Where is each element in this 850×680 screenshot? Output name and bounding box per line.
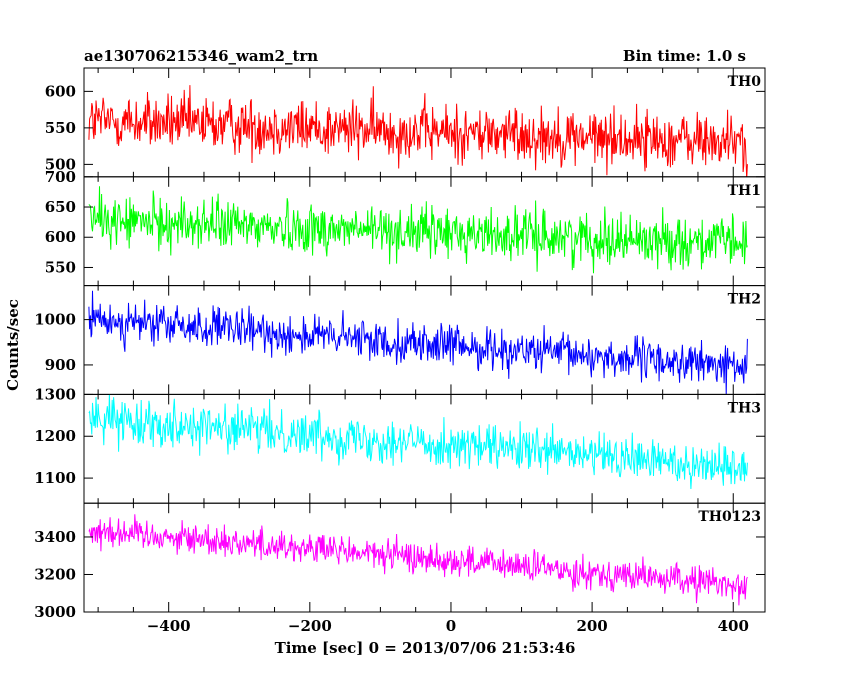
series-line-th2 <box>88 290 748 395</box>
series-line-th3 <box>88 394 748 490</box>
chart-title: ae130706215346_wam2_trn <box>84 47 318 65</box>
y-tick-label: 1000 <box>34 311 76 329</box>
x-tick-label: 0 <box>446 617 456 635</box>
x-axis-label: Time [sec] 0 = 2013/07/06 21:53:46 <box>275 639 576 657</box>
panel-frame <box>83 67 766 178</box>
series-label-th2: TH2 <box>728 292 761 308</box>
y-tick-label: 1300 <box>34 385 76 403</box>
y-tick-label: 650 <box>45 198 76 216</box>
panel-th1: 550 600 650 700 TH1 <box>45 168 766 287</box>
y-tick-label: 600 <box>45 228 76 246</box>
y-tick-label: 600 <box>45 82 76 100</box>
panels: 500 550 600 TH0 550 600 650 700 TH1 900 1000 TH2 110… <box>34 67 766 621</box>
series-line-th0 <box>88 85 748 177</box>
y-axis-label: Counts/sec <box>4 299 22 391</box>
y-tick-label: 3200 <box>34 565 76 583</box>
y-tick-label: 900 <box>45 356 76 374</box>
panel-frame <box>83 502 766 613</box>
series-label-th0123: TH0123 <box>698 509 761 525</box>
y-tick-label: 1100 <box>34 469 76 487</box>
panel-th3: 1100 1200 1300 TH3 <box>34 385 766 504</box>
panel-frame <box>83 285 766 395</box>
x-tick-label: −400 <box>147 617 191 635</box>
y-tick-label: 700 <box>45 168 76 186</box>
x-tick-label: 200 <box>576 617 607 635</box>
x-tick-label: −200 <box>288 617 332 635</box>
series-label-th3: TH3 <box>728 400 761 416</box>
y-tick-label: 550 <box>45 119 76 137</box>
panel-th2: 900 1000 TH2 <box>34 285 766 395</box>
x-tick-label: 400 <box>718 617 749 635</box>
y-tick-label: 3400 <box>34 528 76 546</box>
series-line-th0123 <box>88 514 748 606</box>
x-axis: −400 −200 0 200 400 <box>147 617 749 635</box>
panel-th0: 500 550 600 TH0 <box>45 67 766 178</box>
y-tick-label: 500 <box>45 155 76 173</box>
y-tick-label: 3000 <box>34 603 76 621</box>
bin-time-label: Bin time: 1.0 s <box>623 47 746 65</box>
y-tick-label: 1200 <box>34 427 76 445</box>
series-label-th1: TH1 <box>728 183 761 199</box>
series-line-th1 <box>88 186 748 274</box>
series-label-th0: TH0 <box>728 74 762 90</box>
panel-th0123: 3000 3200 3400 TH0123 <box>34 502 766 621</box>
y-tick-label: 550 <box>45 258 76 276</box>
